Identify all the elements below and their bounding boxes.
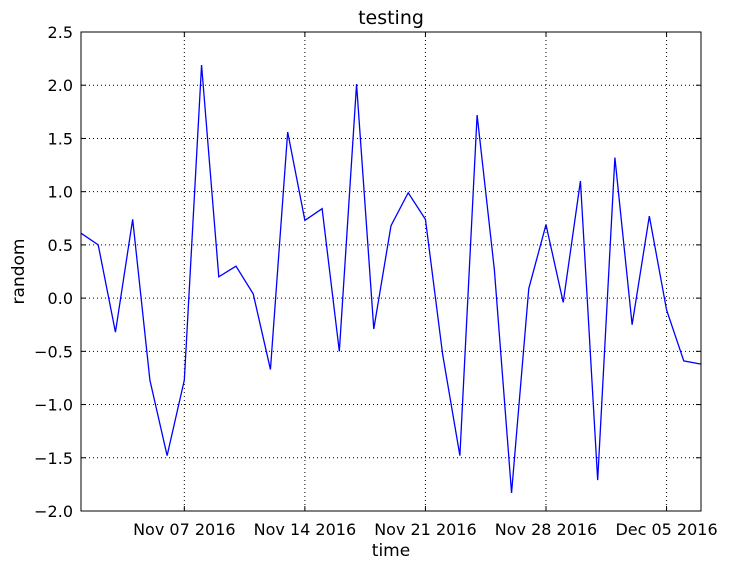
grid <box>81 32 701 511</box>
y-tick-label: 0.0 <box>48 289 73 308</box>
x-tick-label: Nov 07 2016 <box>133 520 235 539</box>
x-tick-label: Dec 05 2016 <box>615 520 717 539</box>
y-tick-label: −1.5 <box>34 449 73 468</box>
series-layer <box>80 64 702 493</box>
y-tick-label: 2.5 <box>48 23 73 42</box>
x-tick-label: Nov 21 2016 <box>374 520 476 539</box>
series-line <box>80 64 702 493</box>
x-axis-label: time <box>372 541 410 561</box>
y-axis-label: random <box>9 239 29 305</box>
y-tick-label: −0.5 <box>34 342 73 361</box>
y-tick-label: 2.0 <box>48 76 73 95</box>
x-tick-label: Nov 14 2016 <box>254 520 356 539</box>
y-tick-label: −2.0 <box>34 502 73 521</box>
y-tick-label: 1.5 <box>48 129 73 148</box>
x-tick-label: Nov 28 2016 <box>495 520 597 539</box>
y-tick-label: 1.0 <box>48 183 73 202</box>
plot-frame <box>80 31 702 512</box>
y-tick-label: 0.5 <box>48 236 73 255</box>
ticks: −2.0 −1.5 −1.0 −0.5 0.0 0.5 1.0 1.5 2.0 2.5 Nov 07… <box>34 23 718 539</box>
chart-title: testing <box>358 7 424 29</box>
y-tick-label: −1.0 <box>34 396 73 415</box>
